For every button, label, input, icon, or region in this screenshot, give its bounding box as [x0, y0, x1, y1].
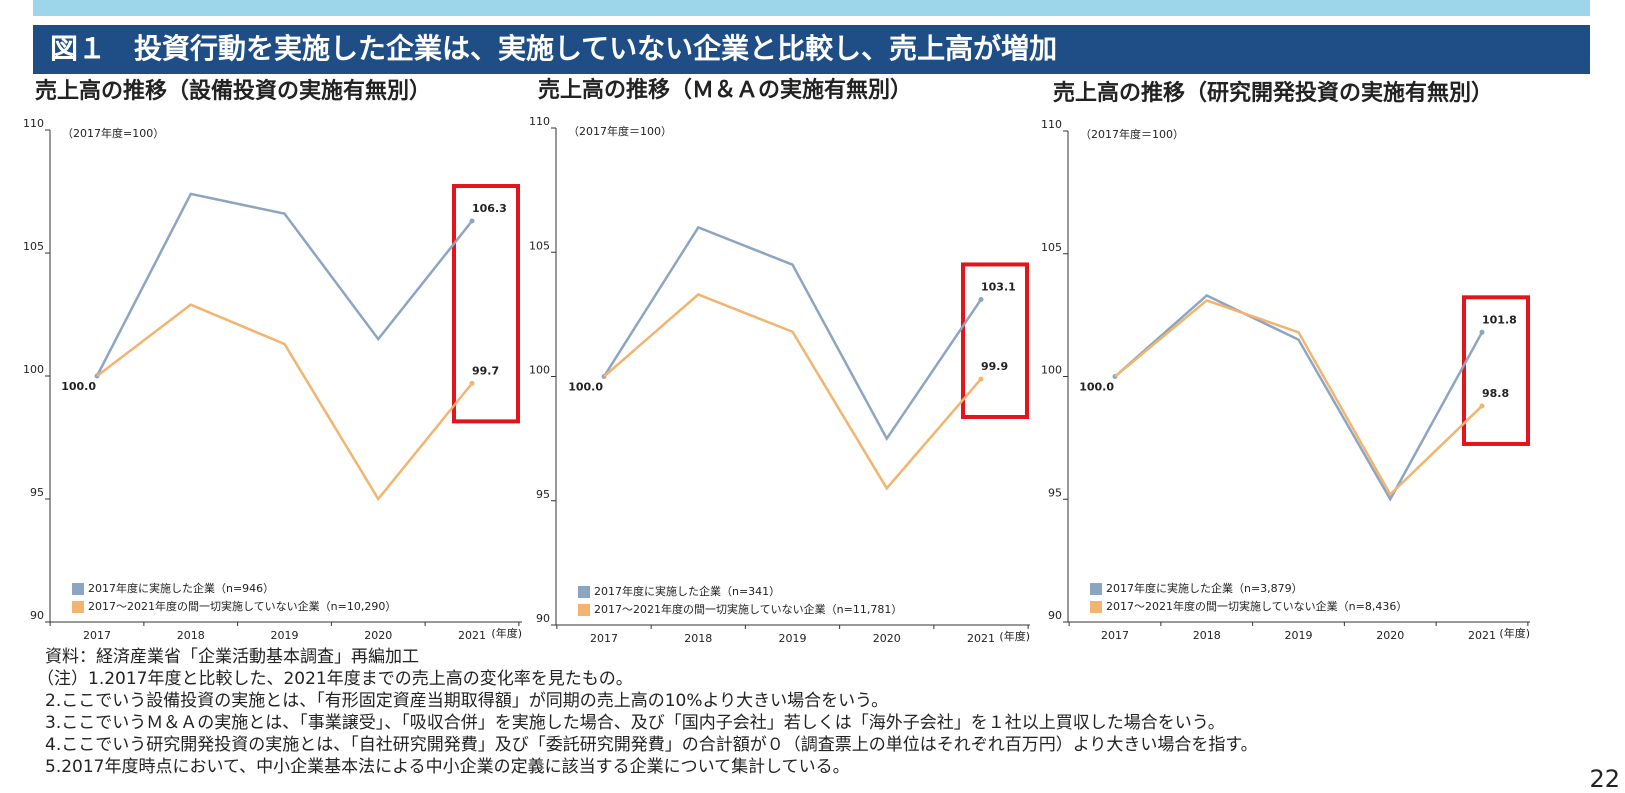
x-tick-label: 2019 — [271, 629, 299, 642]
series-line — [1114, 298, 1483, 497]
y-tick-label: 110 — [23, 117, 44, 130]
y-tick-label: 95 — [536, 488, 550, 501]
note-line: 4.ここでいう研究開発投資の実施とは、「自社研究開発費」及び「委託研究開発費」の… — [45, 735, 1258, 755]
value-label: 100.0 — [61, 380, 96, 393]
y-tick-label: 90 — [1048, 609, 1062, 622]
note-line: 2.ここでいう設備投資の実施とは、「有形固定資産当期取得額」が同期の売上高の10… — [45, 691, 888, 711]
y-tick-label: 95 — [1048, 486, 1062, 499]
highlight-box — [961, 262, 1029, 419]
legend-swatch — [72, 601, 84, 613]
point — [1479, 329, 1485, 335]
x-tick-label: 2021 — [967, 632, 995, 645]
series-line — [602, 225, 983, 442]
x-tick-label: 2019 — [1285, 629, 1313, 642]
point — [978, 376, 984, 382]
y-tick-label: 105 — [529, 239, 550, 252]
y-tick-label: 110 — [529, 115, 550, 128]
note-line: 資料：経済産業省「企業活動基本調査」再編加工 — [45, 647, 419, 667]
x-axis-label: (年度) — [491, 626, 522, 640]
y-tick-label: 100 — [529, 364, 550, 377]
legend-swatch — [578, 586, 590, 598]
chart-title: 売上高の推移（設備投資の実施有無別） — [35, 78, 431, 104]
x-tick-label: 2019 — [779, 632, 807, 645]
value-label: 100.0 — [1079, 381, 1114, 394]
point — [469, 218, 475, 224]
title-banner — [33, 25, 1590, 74]
legend-swatch — [1090, 583, 1102, 595]
y-tick-label: 90 — [536, 612, 550, 625]
legend-label: 2017～2021年度の間一切実施していない企業（n=11,781） — [594, 602, 902, 616]
legend-swatch — [72, 583, 84, 595]
legend-label: 2017～2021年度の間一切実施していない企業（n=8,436） — [1106, 599, 1407, 613]
x-tick-label: 2017 — [590, 632, 618, 645]
value-label: 106.3 — [472, 202, 507, 215]
series-line — [95, 192, 473, 377]
highlight-box — [1462, 295, 1530, 446]
y-tick-label: 100 — [23, 363, 44, 376]
y-tick-label: 105 — [1041, 241, 1062, 254]
y-tick-label: 100 — [1041, 364, 1062, 377]
legend-label: 2017年度に実施した企業（n=946） — [88, 581, 274, 595]
y-tick-label: 105 — [23, 240, 44, 253]
value-label: 100.0 — [568, 381, 603, 394]
point — [469, 380, 475, 386]
point — [978, 296, 984, 302]
chart-note: （2017年度＝100） — [1080, 127, 1184, 141]
legend-label: 2017～2021年度の間一切実施していない企業（n=10,290） — [88, 599, 396, 613]
chart-title: 売上高の推移（Ｍ＆Ａの実施有無別） — [538, 77, 912, 103]
series-line — [603, 293, 982, 491]
chart-title: 売上高の推移（研究開発投資の実施有無別） — [1053, 80, 1493, 106]
page-number: 22 — [1589, 765, 1620, 793]
x-axis-label: (年度) — [1499, 626, 1530, 640]
x-tick-label: 2020 — [873, 632, 901, 645]
value-label: 103.1 — [981, 280, 1016, 293]
value-label: 98.8 — [1482, 387, 1509, 400]
legend-swatch — [1090, 601, 1102, 613]
y-tick-label: 90 — [30, 609, 44, 622]
x-tick-label: 2018 — [1193, 629, 1221, 642]
top-band — [33, 0, 1590, 16]
x-tick-label: 2021 — [1468, 629, 1496, 642]
value-label: 99.7 — [472, 364, 499, 377]
legend-label: 2017年度に実施した企業（n=341） — [594, 584, 780, 598]
slide-title: 図１ 投資行動を実施した企業は、実施していない企業と比較し、売上高が増加 — [50, 32, 1057, 65]
legend-swatch — [578, 604, 590, 616]
value-label: 99.9 — [981, 360, 1008, 373]
highlight-box — [452, 184, 520, 424]
legend-label: 2017年度に実施した企業（n=3,879） — [1106, 581, 1303, 595]
x-tick-label: 2020 — [364, 629, 392, 642]
x-tick-label: 2021 — [458, 629, 486, 642]
point — [1479, 403, 1485, 409]
y-tick-label: 95 — [30, 486, 44, 499]
value-label: 101.8 — [1482, 313, 1517, 326]
x-tick-label: 2020 — [1376, 629, 1404, 642]
x-axis-label: (年度) — [999, 629, 1030, 643]
chart-note: （2017年度=100） — [62, 126, 164, 140]
series-line — [1114, 293, 1484, 502]
x-tick-label: 2017 — [83, 629, 111, 642]
y-tick-label: 110 — [1041, 118, 1062, 131]
x-tick-label: 2018 — [684, 632, 712, 645]
note-line: 3.ここでいうＭ＆Ａの実施とは、「事業譲受」、「吸収合併」を実施した場合、及び「… — [45, 713, 1225, 733]
note-line: 5.2017年度時点において、中小企業基本法による中小企業の定義に該当する企業に… — [45, 757, 850, 777]
x-tick-label: 2017 — [1101, 629, 1129, 642]
x-tick-label: 2018 — [177, 629, 205, 642]
chart-note: （2017年度＝100） — [568, 124, 672, 138]
series-line — [96, 303, 473, 502]
note-line: （注）1.2017年度と比較した、2021年度までの売上高の変化率を見たもの。 — [37, 669, 633, 689]
